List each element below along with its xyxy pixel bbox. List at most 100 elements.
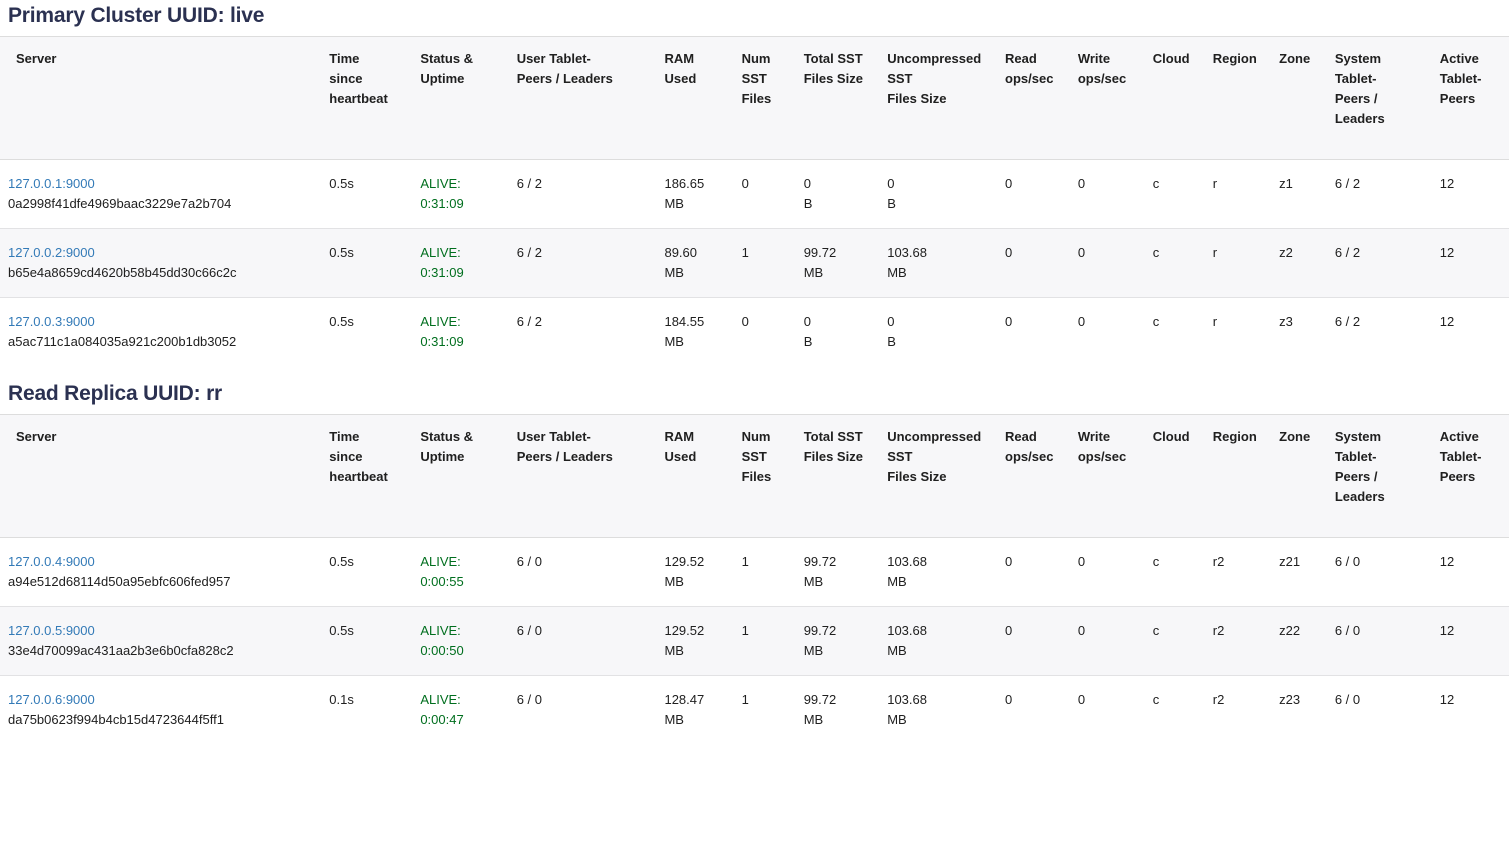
cell-heartbeat: 0.5s [321,606,413,676]
column-header-zone: Zone [1271,36,1327,160]
column-header-system-tablets: System Tablet- Peers / Leaders [1326,36,1432,160]
uptime-text: 0:31:09 [420,196,464,211]
tablet-servers-page: Primary Cluster UUID: live Server Time sinc… [0,4,1509,744]
cell-user-tablets: 6 / 2 [508,297,657,366]
cell-write-ops: 0 [1069,537,1145,607]
server-link[interactable]: 127.0.0.4:9000 [8,554,95,569]
cell-active-tablets: 12 [1431,537,1509,607]
status-badge: ALIVE: 0:00:55 [420,552,500,592]
cell-region: r2 [1204,537,1272,607]
uptime-text: 0:00:50 [420,643,464,658]
cell-system-tablets: 6 / 2 [1326,228,1432,298]
cluster-section: Read Replica UUID: rr Server Time since hear… [0,366,1509,744]
status-text: ALIVE: [420,554,461,569]
cell-total-sst: 99.72 MB [795,675,880,744]
column-header-uncompressed-sst: Uncompressed SST Files Size [879,414,998,538]
table-row: 127.0.0.2:9000 b65e4a8659cd4620b58b45dd30… [0,228,1509,298]
cell-num-sst: 1 [733,606,796,676]
cell-write-ops: 0 [1069,675,1145,744]
cell-user-tablets: 6 / 0 [508,537,657,607]
server-uuid: b65e4a8659cd4620b58b45dd30c66c2c [8,265,237,280]
cell-ram: 129.52 MB [656,537,734,607]
server-link[interactable]: 127.0.0.3:9000 [8,314,95,329]
sections-container: Primary Cluster UUID: live Server Time sinc… [0,4,1509,744]
table-header-row: Server Time since heartbeat Status & Uptime Us… [0,414,1509,538]
cell-ram: 89.60 MB [656,228,734,298]
table-row: 127.0.0.6:9000 da75b0623f994b4cb15d472364… [0,675,1509,744]
cell-num-sst: 0 [733,159,796,229]
cell-active-tablets: 12 [1431,606,1509,676]
column-header-num-sst: Num SST Files [733,36,796,160]
cell-system-tablets: 6 / 0 [1326,606,1432,676]
cell-write-ops: 0 [1069,606,1145,676]
status-text: ALIVE: [420,314,461,329]
cell-server: 127.0.0.5:9000 33e4d70099ac431aa2b3e6b0cf… [0,606,322,676]
server-link[interactable]: 127.0.0.1:9000 [8,176,95,191]
cell-status: ALIVE: 0:31:09 [412,297,509,366]
column-header-uncompressed-sst: Uncompressed SST Files Size [879,36,998,160]
cell-heartbeat: 0.5s [321,228,413,298]
column-header-status: Status & Uptime [412,36,509,160]
status-text: ALIVE: [420,176,461,191]
cell-region: r2 [1204,606,1272,676]
uptime-text: 0:31:09 [420,334,464,349]
cell-cloud: c [1144,675,1205,744]
cell-server: 127.0.0.3:9000 a5ac711c1a084035a921c200b1… [0,297,322,366]
cell-user-tablets: 6 / 0 [508,606,657,676]
column-header-write-ops: Write ops/sec [1069,36,1145,160]
cell-server: 127.0.0.1:9000 0a2998f41dfe4969baac3229e7… [0,159,322,229]
cell-num-sst: 1 [733,675,796,744]
cell-zone: z22 [1271,606,1327,676]
server-uuid: 33e4d70099ac431aa2b3e6b0cfa828c2 [8,643,234,658]
cell-zone: z2 [1271,228,1327,298]
column-header-zone: Zone [1271,414,1327,538]
cell-read-ops: 0 [997,675,1070,744]
server-uuid: a5ac711c1a084035a921c200b1db3052 [8,334,237,349]
column-header-heartbeat: Time since heartbeat [321,36,413,160]
status-badge: ALIVE: 0:00:47 [420,690,500,730]
section-title: Primary Cluster UUID: live [8,4,265,27]
server-link[interactable]: 127.0.0.5:9000 [8,623,95,638]
column-header-user-tablets: User Tablet- Peers / Leaders [508,36,657,160]
cell-region: r [1204,297,1272,366]
cell-write-ops: 0 [1069,228,1145,298]
cell-heartbeat: 0.5s [321,537,413,607]
column-header-server: Server [0,36,322,160]
column-header-total-sst: Total SST Files Size [795,36,880,160]
column-header-region: Region [1204,36,1272,160]
cell-write-ops: 0 [1069,159,1145,229]
server-uuid: da75b0623f994b4cb15d4723644f5ff1 [8,712,224,727]
column-header-server: Server [0,414,322,538]
cell-num-sst: 1 [733,228,796,298]
table-row: 127.0.0.1:9000 0a2998f41dfe4969baac3229e7… [0,159,1509,229]
cell-zone: z21 [1271,537,1327,607]
server-uuid: 0a2998f41dfe4969baac3229e7a2b704 [8,196,232,211]
status-text: ALIVE: [420,245,461,260]
cell-active-tablets: 12 [1431,228,1509,298]
cell-read-ops: 0 [997,537,1070,607]
column-header-total-sst: Total SST Files Size [795,414,880,538]
cell-total-sst: 99.72 MB [795,606,880,676]
server-link[interactable]: 127.0.0.2:9000 [8,245,95,260]
cell-total-sst: 99.72 MB [795,537,880,607]
cell-cloud: c [1144,228,1205,298]
cell-status: ALIVE: 0:00:47 [412,675,509,744]
status-text: ALIVE: [420,623,461,638]
server-uuid: a94e512d68114d50a95ebfc606fed957 [8,574,231,589]
server-link[interactable]: 127.0.0.6:9000 [8,692,95,707]
cell-cloud: c [1144,159,1205,229]
cell-uncompressed-sst: 103.68 MB [879,537,998,607]
cell-read-ops: 0 [997,606,1070,676]
section-title: Read Replica UUID: rr [8,382,223,405]
cell-server: 127.0.0.2:9000 b65e4a8659cd4620b58b45dd30… [0,228,322,298]
column-header-heartbeat: Time since heartbeat [321,414,413,538]
tablet-servers-table: Server Time since heartbeat Status & Uptime Us… [0,36,1509,366]
cell-zone: z1 [1271,159,1327,229]
column-header-user-tablets: User Tablet- Peers / Leaders [508,414,657,538]
cell-system-tablets: 6 / 2 [1326,159,1432,229]
cell-status: ALIVE: 0:00:50 [412,606,509,676]
column-header-num-sst: Num SST Files [733,414,796,538]
cell-system-tablets: 6 / 0 [1326,537,1432,607]
